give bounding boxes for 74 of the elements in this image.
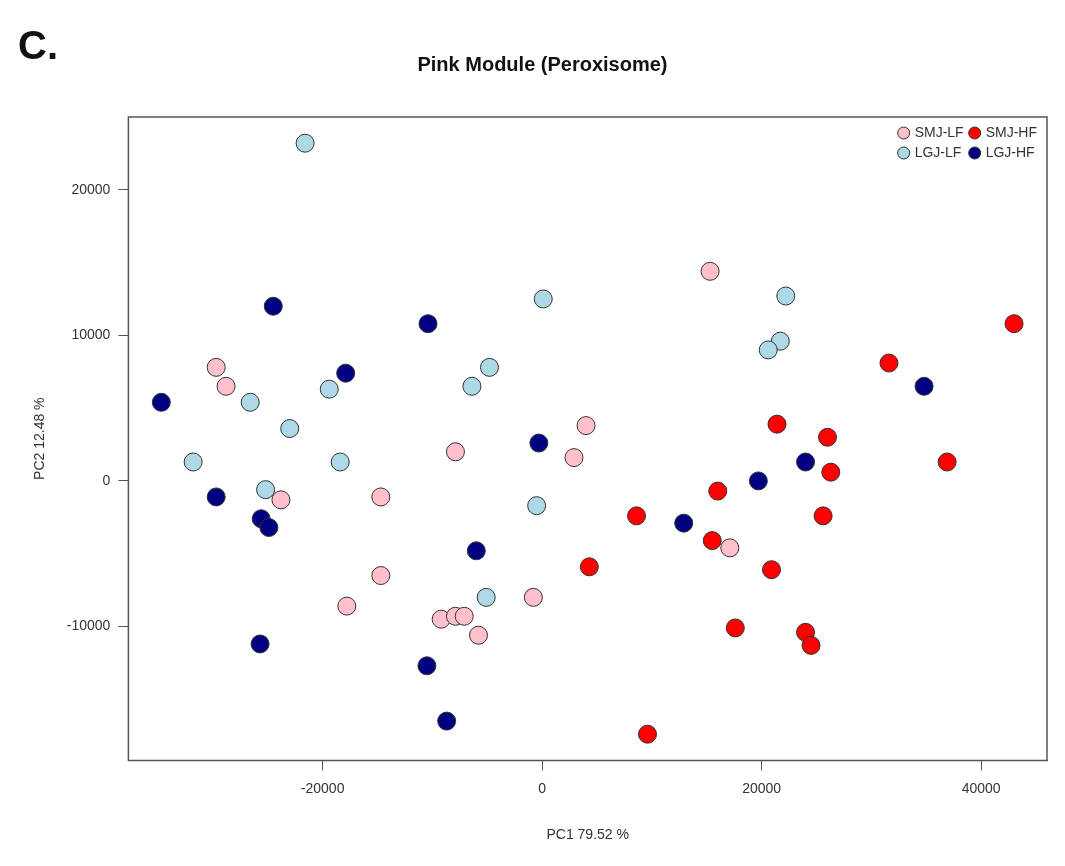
point	[206, 357, 226, 377]
point	[259, 518, 279, 537]
text: C.	[18, 23, 58, 68]
legend-label: SMJ-LF	[914, 123, 964, 140]
point	[466, 541, 486, 561]
point	[151, 392, 171, 412]
point	[720, 538, 740, 558]
x-tick-label: -20000	[300, 779, 345, 796]
point	[336, 363, 356, 383]
point	[776, 286, 796, 306]
point	[271, 490, 291, 510]
point	[627, 506, 647, 526]
x-axis-title: PC1 79.52 %	[546, 826, 629, 843]
point	[564, 448, 584, 468]
point	[529, 433, 549, 453]
point	[280, 419, 300, 439]
y-tick-label: 10000	[71, 326, 111, 343]
point	[708, 481, 728, 501]
point	[523, 587, 543, 607]
point	[295, 133, 315, 153]
chart-title: Pink Module (Peroxisome)	[417, 52, 668, 75]
point	[469, 625, 488, 645]
point	[674, 513, 694, 533]
point	[216, 376, 236, 396]
point	[417, 656, 437, 676]
y-tick-label: 0	[102, 471, 111, 488]
point	[256, 480, 276, 500]
point	[576, 416, 596, 436]
point	[818, 427, 837, 447]
point	[371, 566, 391, 586]
point	[879, 353, 899, 373]
point	[579, 557, 599, 577]
point	[796, 452, 816, 472]
point	[330, 452, 350, 472]
point	[767, 414, 787, 434]
point	[371, 487, 391, 507]
point	[762, 560, 782, 580]
point	[1004, 314, 1024, 334]
point	[937, 452, 957, 472]
point	[725, 618, 745, 638]
point	[638, 724, 658, 744]
point	[821, 462, 841, 482]
point	[801, 635, 821, 655]
point	[206, 487, 226, 507]
legend-label: LGJ-HF	[985, 143, 1035, 160]
point	[250, 634, 270, 654]
point	[700, 261, 720, 281]
y-tick-label: 20000	[71, 180, 111, 197]
point	[319, 379, 339, 399]
legend-label: SMJ-HF	[985, 123, 1037, 140]
point	[813, 506, 833, 526]
point	[454, 606, 474, 626]
point	[183, 452, 203, 472]
point	[418, 314, 438, 334]
point	[702, 531, 722, 551]
y-axis-title: PC2 12.48 %	[31, 397, 48, 480]
x-tick-label: 20000	[742, 779, 782, 796]
point	[479, 357, 499, 377]
point	[437, 711, 457, 731]
point	[263, 296, 283, 316]
point	[445, 442, 465, 462]
x-tick-label: 0	[538, 779, 547, 796]
point	[337, 596, 357, 616]
x-tick-label: 40000	[961, 779, 1001, 796]
point	[476, 587, 496, 607]
point	[748, 471, 768, 491]
point	[914, 376, 934, 396]
point	[527, 496, 547, 516]
y-tick-label: -10000	[66, 617, 111, 634]
point	[240, 392, 260, 412]
point	[462, 376, 482, 396]
legend-label: LGJ-LF	[914, 143, 962, 160]
point	[533, 289, 553, 309]
point	[758, 340, 778, 360]
